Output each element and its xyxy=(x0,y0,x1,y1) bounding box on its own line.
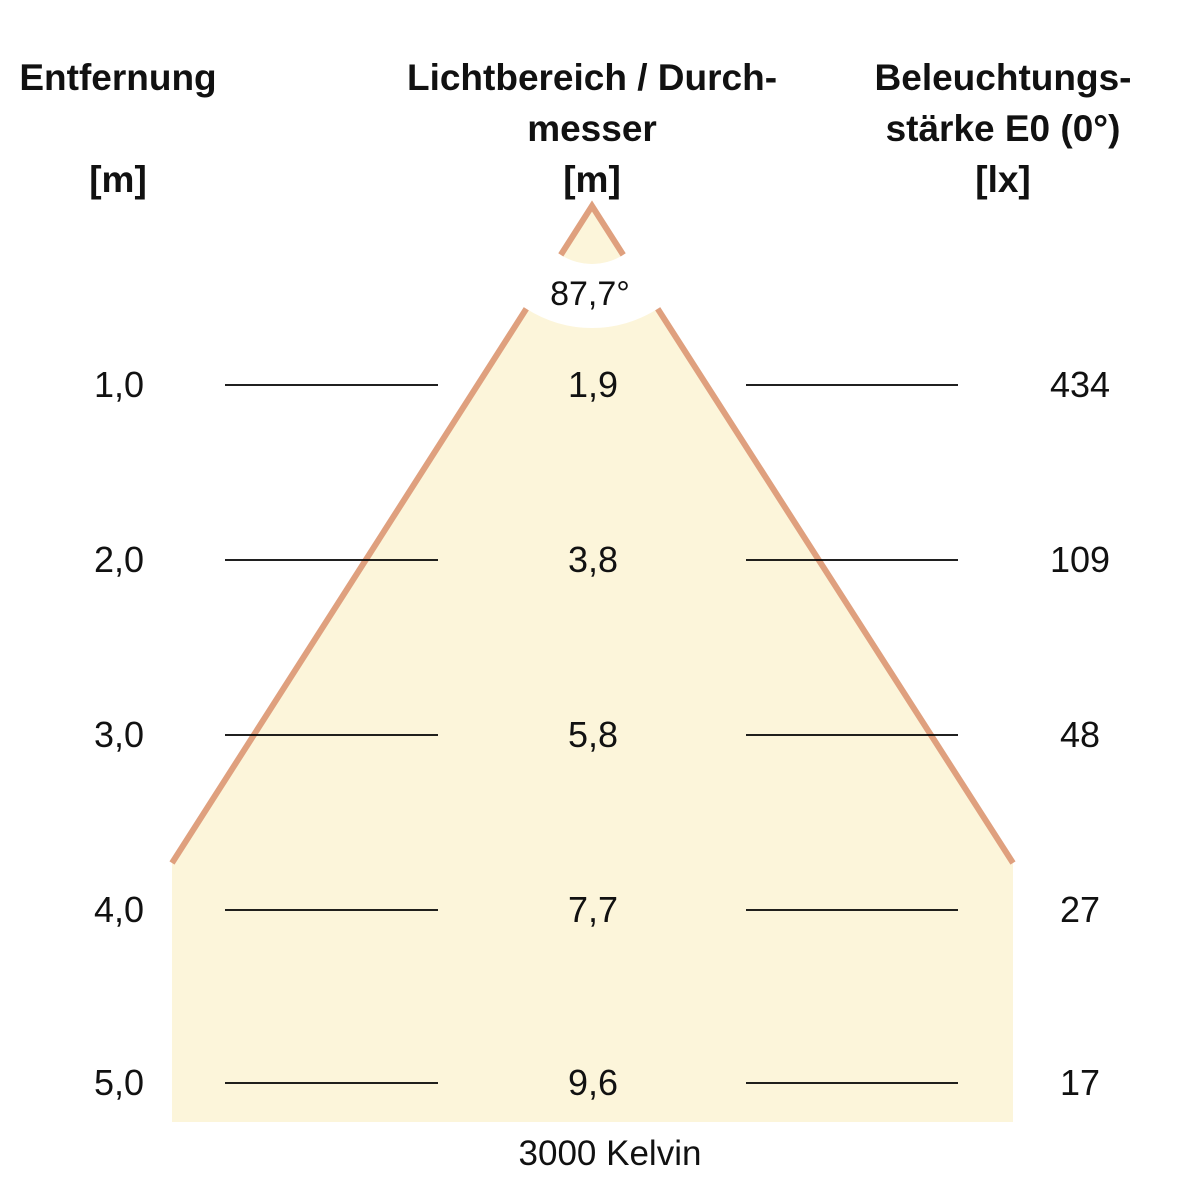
cone-apex-sector xyxy=(560,206,624,265)
beam-angle-label: 87,7° xyxy=(550,275,630,313)
illuminance-value: 109 xyxy=(1050,539,1110,580)
distance-value: 2,0 xyxy=(94,539,144,580)
table-row: 2,0 3,8 109 xyxy=(94,539,1110,580)
column-unit-distance: [m] xyxy=(89,159,147,200)
column-header-illuminance-line1: Beleuchtungs- xyxy=(875,57,1132,98)
diameter-value: 9,6 xyxy=(568,1062,618,1103)
cone-edge-left xyxy=(169,307,529,865)
cone-body xyxy=(172,308,1013,1122)
column-header-distance: Entfernung xyxy=(19,57,216,98)
cone-edge-apex xyxy=(558,200,626,257)
diameter-value: 1,9 xyxy=(568,364,618,405)
table-header: Entfernung [m] Lichtbereich / Durch- mes… xyxy=(19,57,1131,200)
column-header-diameter-line1: Lichtbereich / Durch- xyxy=(407,57,777,98)
illuminance-value: 17 xyxy=(1060,1062,1100,1103)
distance-value: 5,0 xyxy=(94,1062,144,1103)
diameter-value: 3,8 xyxy=(568,539,618,580)
diameter-value: 7,7 xyxy=(568,889,618,930)
illuminance-value: 27 xyxy=(1060,889,1100,930)
illuminance-value: 48 xyxy=(1060,714,1100,755)
table-row: 5,0 9,6 17 xyxy=(94,1062,1100,1103)
distance-value: 1,0 xyxy=(94,364,144,405)
column-unit-illuminance: [lx] xyxy=(975,159,1031,200)
table-row: 3,0 5,8 48 xyxy=(94,714,1100,755)
column-unit-diameter: [m] xyxy=(563,159,621,200)
diameter-value: 5,8 xyxy=(568,714,618,755)
light-cone: 87,7° xyxy=(169,200,1016,1122)
cone-edge-right xyxy=(655,307,1016,865)
illuminance-value: 434 xyxy=(1050,364,1110,405)
distance-value: 4,0 xyxy=(94,889,144,930)
column-header-diameter-line2: messer xyxy=(527,108,657,149)
table-row: 1,0 1,9 434 xyxy=(94,364,1110,405)
column-header-illuminance-line2: stärke E0 (0°) xyxy=(886,108,1121,149)
distance-value: 3,0 xyxy=(94,714,144,755)
table-row: 4,0 7,7 27 xyxy=(94,889,1100,930)
color-temperature-label: 3000 Kelvin xyxy=(519,1134,702,1173)
